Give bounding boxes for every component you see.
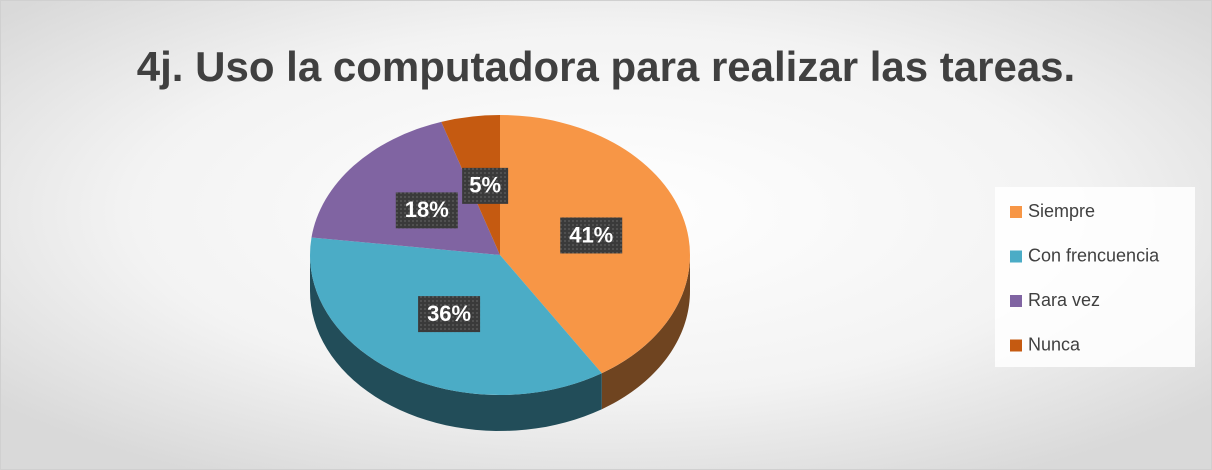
legend-swatch — [1010, 339, 1022, 352]
slice-side — [601, 255, 690, 410]
legend-swatch — [1010, 250, 1022, 263]
legend-box — [995, 187, 1195, 367]
data-label-box — [395, 192, 458, 229]
data-label: 5% — [469, 173, 501, 198]
data-label: 18% — [405, 197, 449, 222]
legend-swatch — [1010, 295, 1022, 307]
legend-label: Con frencuencia — [1028, 245, 1160, 265]
legend-label: Rara vez — [1028, 290, 1100, 310]
data-label: 36% — [427, 301, 471, 326]
slice-side — [310, 255, 602, 431]
data-label-box — [462, 167, 509, 204]
chart-title: 4j. Uso la computadora para realizar las… — [137, 43, 1075, 90]
data-label: 41% — [569, 222, 613, 247]
legend-swatch — [1010, 206, 1022, 218]
data-label-box — [560, 217, 623, 254]
legend-label: Nunca — [1028, 334, 1081, 354]
legend-label: Siempre — [1028, 201, 1095, 221]
data-label-box — [418, 296, 481, 333]
